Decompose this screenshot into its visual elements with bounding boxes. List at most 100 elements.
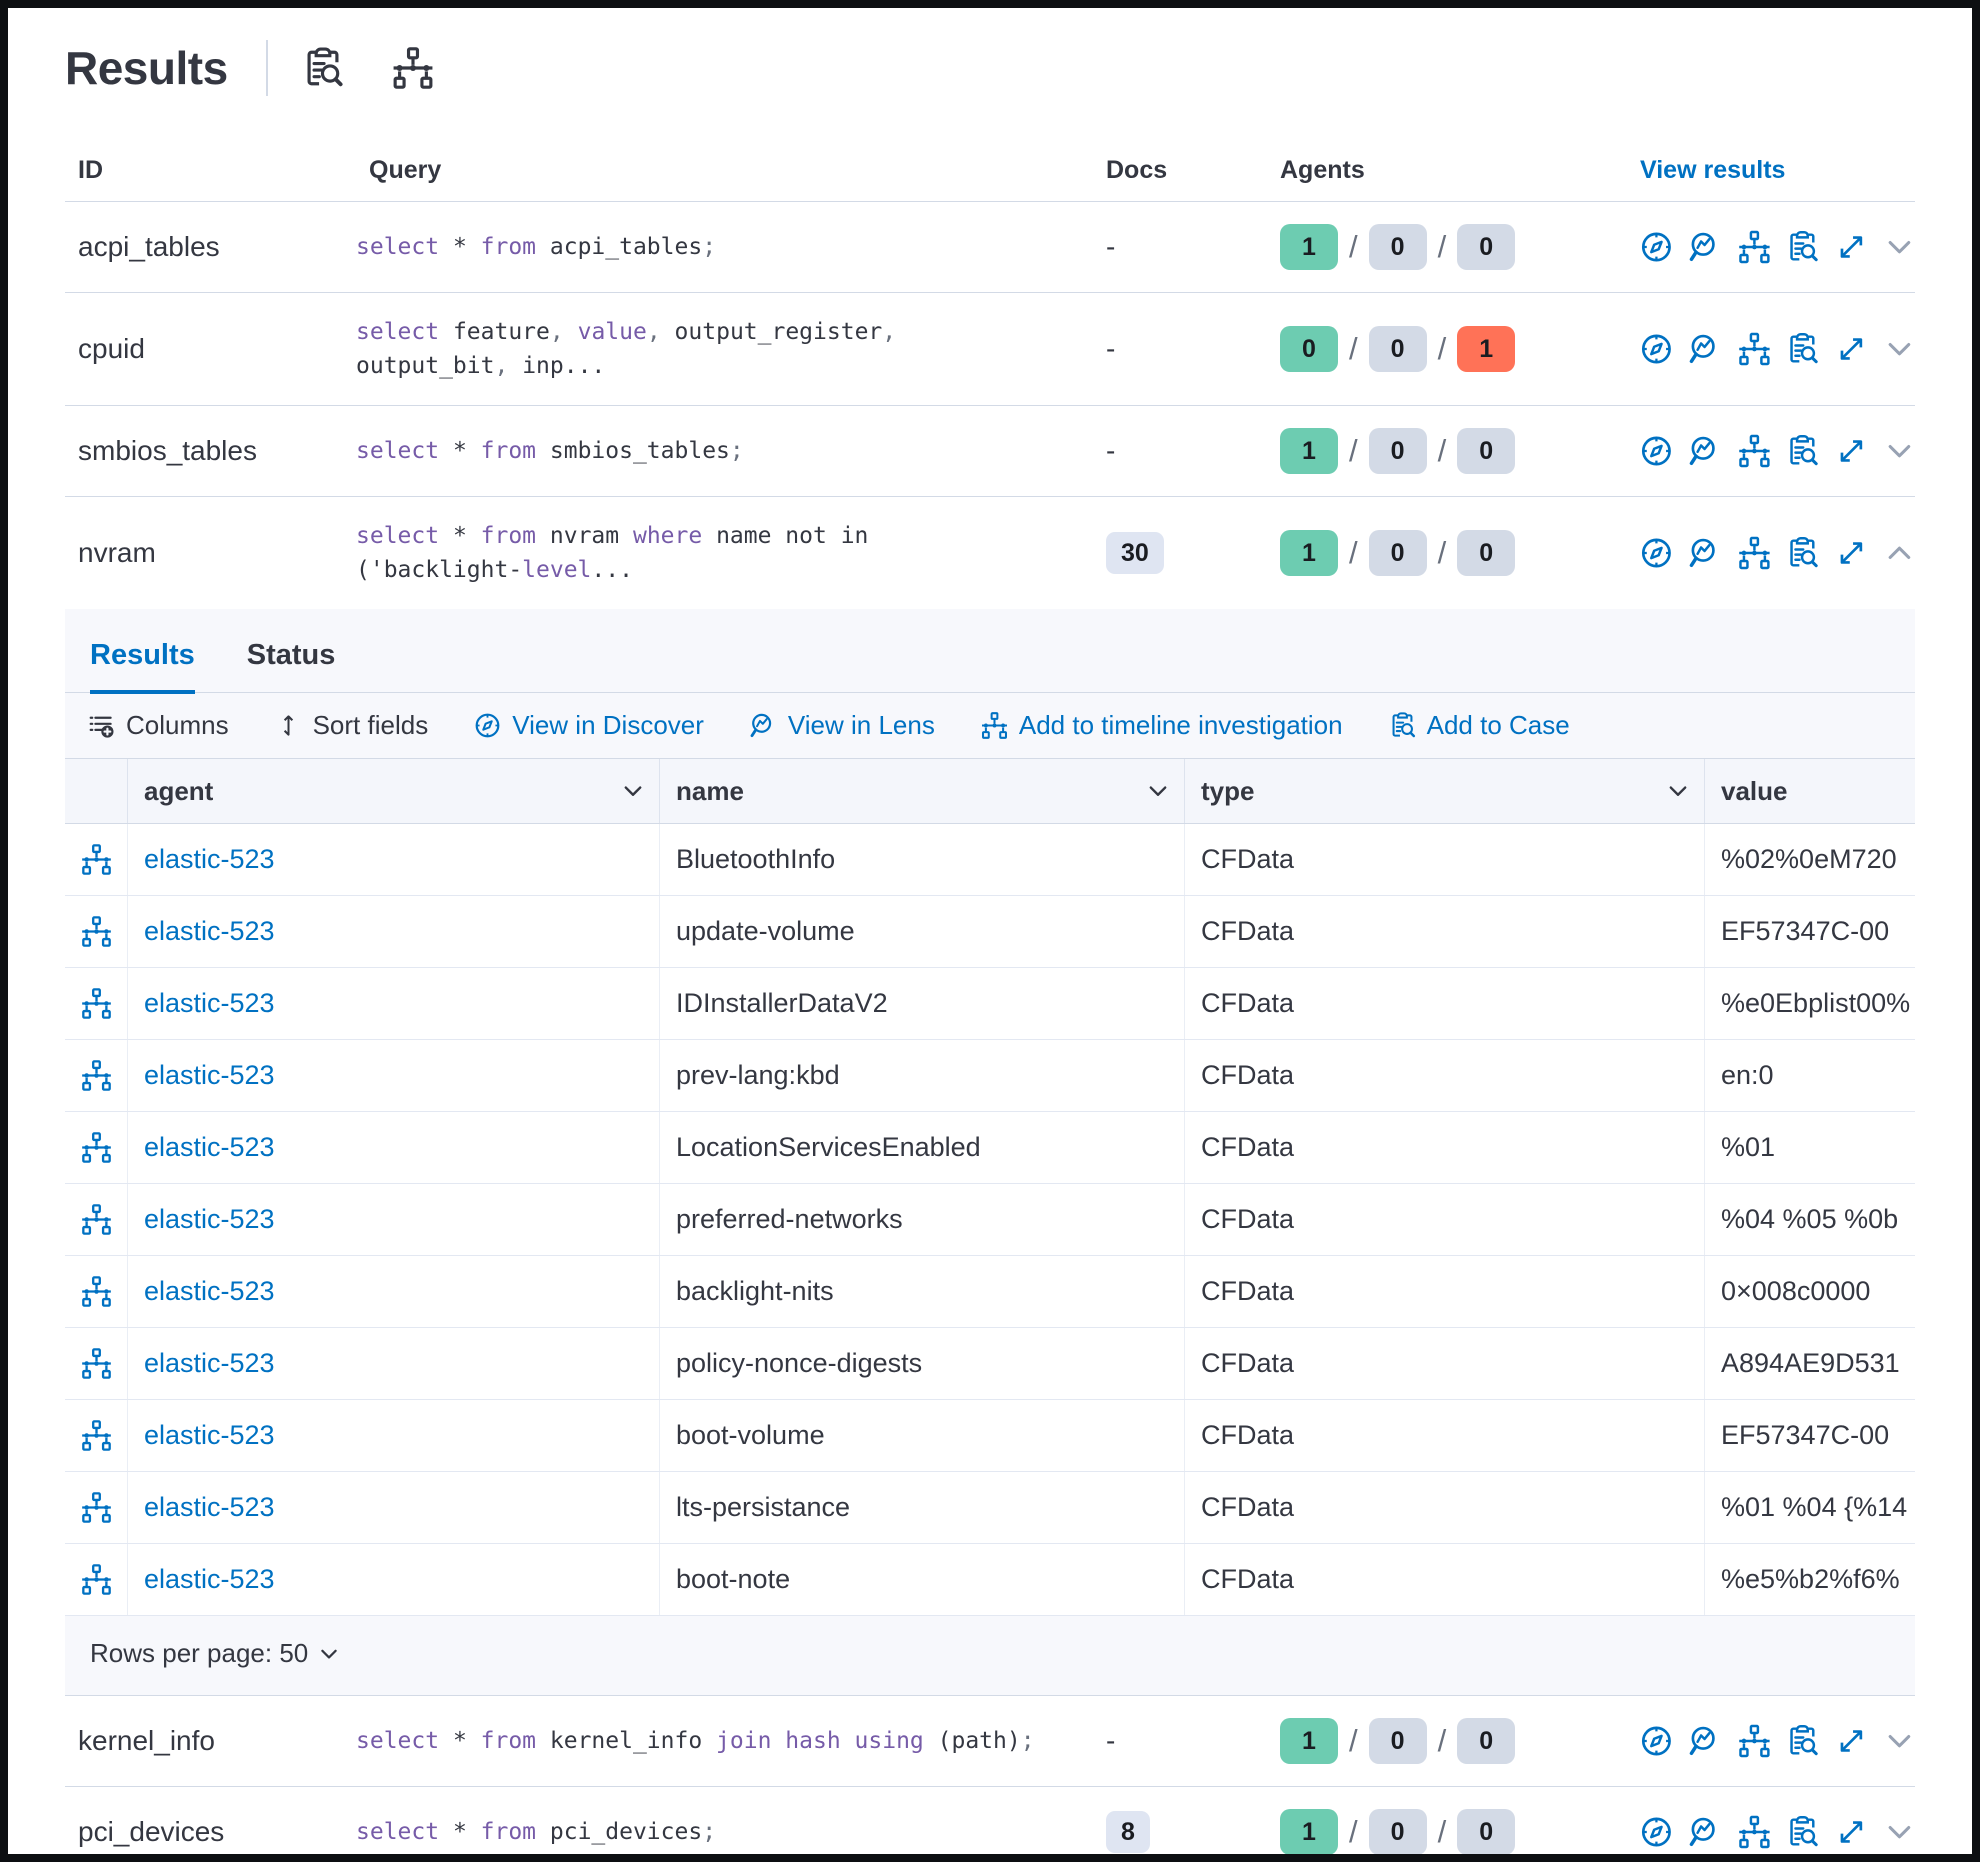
agent-link[interactable]: elastic-523 — [144, 1564, 275, 1595]
result-name: lts-persistance — [660, 1472, 1185, 1543]
row-toggle-chevron[interactable] — [1884, 1725, 1915, 1757]
agent-link[interactable]: elastic-523 — [144, 1132, 275, 1163]
badge-separator: / — [1438, 535, 1447, 571]
view-in-discover-icon[interactable] — [1640, 1815, 1673, 1849]
columns-button[interactable]: Columns — [88, 710, 229, 741]
inspect-icon[interactable] — [302, 47, 344, 89]
docs-empty: - — [1106, 1725, 1115, 1756]
agent-link[interactable]: elastic-523 — [144, 1204, 275, 1235]
expand-results-icon[interactable] — [1835, 1724, 1868, 1758]
expand-results-icon[interactable] — [1835, 230, 1868, 264]
add-to-timeline-cell[interactable] — [65, 824, 128, 895]
timeline-icon — [81, 1348, 112, 1379]
query-row-pci_devices: pci_devicesselect * from pci_devices;81/… — [65, 1787, 1915, 1862]
view-in-discover-icon[interactable] — [1640, 1724, 1673, 1758]
agent-link[interactable]: elastic-523 — [144, 1060, 275, 1091]
column-header-agents: Agents — [1274, 156, 1640, 185]
add-to-timeline-icon[interactable] — [1738, 536, 1771, 570]
agent-cell: elastic-523 — [128, 1112, 660, 1183]
view-in-discover-icon[interactable] — [1640, 536, 1673, 570]
view-in-lens-icon[interactable] — [1689, 1724, 1722, 1758]
add-to-timeline-cell[interactable] — [65, 1112, 128, 1183]
view-in-lens-button[interactable]: View in Lens — [750, 710, 935, 741]
page-title: Results — [65, 41, 228, 95]
add-to-timeline-cell[interactable] — [65, 896, 128, 967]
add-to-timeline-icon[interactable] — [1738, 1815, 1771, 1849]
view-in-lens-icon[interactable] — [1689, 1815, 1722, 1849]
view-in-lens-label: View in Lens — [788, 710, 935, 741]
tree-icon[interactable] — [392, 47, 434, 89]
add-to-timeline-cell[interactable] — [65, 1472, 128, 1543]
agents-pending-badge: 0 — [1369, 1809, 1427, 1855]
view-in-discover-icon[interactable] — [1640, 230, 1673, 264]
add-to-case-icon[interactable] — [1786, 434, 1819, 468]
sort-fields-button[interactable]: Sort fields — [275, 710, 429, 741]
grid-header-value[interactable]: value — [1705, 759, 1915, 823]
add-to-timeline-icon[interactable] — [1738, 1724, 1771, 1758]
expand-results-icon[interactable] — [1835, 1815, 1868, 1849]
row-toggle-chevron[interactable] — [1884, 435, 1915, 467]
grid-header-agent[interactable]: agent — [128, 759, 660, 823]
agent-link[interactable]: elastic-523 — [144, 1420, 275, 1451]
expand-results-icon[interactable] — [1835, 332, 1868, 366]
tab-status[interactable]: Status — [247, 639, 336, 692]
view-in-discover-icon[interactable] — [1640, 434, 1673, 468]
view-in-discover-button[interactable]: View in Discover — [474, 710, 704, 741]
view-in-lens-icon[interactable] — [1689, 230, 1722, 264]
name-header-label: name — [676, 776, 744, 807]
agent-link[interactable]: elastic-523 — [144, 988, 275, 1019]
row-toggle-chevron[interactable] — [1884, 1816, 1915, 1848]
agent-link[interactable]: elastic-523 — [144, 1276, 275, 1307]
timeline-icon — [81, 988, 112, 1019]
result-value: %e5%b2%f6% — [1705, 1544, 1915, 1615]
add-to-timeline-cell[interactable] — [65, 1544, 128, 1615]
add-to-case-button[interactable]: Add to Case — [1389, 710, 1570, 741]
result-row: elastic-523backlight-nitsCFData0×008c000… — [65, 1256, 1915, 1328]
badge-separator: / — [1438, 331, 1447, 367]
expand-results-icon[interactable] — [1835, 536, 1868, 570]
grid-header-name[interactable]: name — [660, 759, 1185, 823]
view-in-lens-icon[interactable] — [1689, 332, 1722, 366]
case-icon — [1389, 712, 1416, 739]
add-to-timeline-cell[interactable] — [65, 968, 128, 1039]
grid-header-type[interactable]: type — [1185, 759, 1705, 823]
add-to-timeline-cell[interactable] — [65, 1328, 128, 1399]
result-type: CFData — [1185, 1400, 1705, 1471]
add-to-case-icon[interactable] — [1786, 1724, 1819, 1758]
add-to-case-icon[interactable] — [1786, 332, 1819, 366]
timeline-icon — [81, 1492, 112, 1523]
add-to-timeline-cell[interactable] — [65, 1256, 128, 1327]
add-to-timeline-cell[interactable] — [65, 1184, 128, 1255]
result-type: CFData — [1185, 968, 1705, 1039]
row-toggle-chevron[interactable] — [1884, 537, 1915, 569]
rows-per-page[interactable]: Rows per page: 50 — [65, 1616, 1915, 1695]
add-to-timeline-cell[interactable] — [65, 1040, 128, 1111]
tab-results[interactable]: Results — [90, 639, 195, 694]
row-toggle-chevron[interactable] — [1884, 333, 1915, 365]
row-toggle-chevron[interactable] — [1884, 231, 1915, 263]
badge-separator: / — [1438, 1814, 1447, 1850]
add-to-timeline-icon[interactable] — [1738, 434, 1771, 468]
agent-link[interactable]: elastic-523 — [144, 844, 275, 875]
add-to-timeline-icon[interactable] — [1738, 230, 1771, 264]
docs-empty: - — [1106, 333, 1115, 364]
view-in-discover-icon[interactable] — [1640, 332, 1673, 366]
view-in-lens-icon[interactable] — [1689, 536, 1722, 570]
timeline-icon — [981, 712, 1008, 739]
result-type: CFData — [1185, 1328, 1705, 1399]
add-to-case-icon[interactable] — [1786, 536, 1819, 570]
grid-corner-cell — [65, 759, 128, 823]
add-to-timeline-cell[interactable] — [65, 1400, 128, 1471]
agent-link[interactable]: elastic-523 — [144, 1348, 275, 1379]
agent-link[interactable]: elastic-523 — [144, 916, 275, 947]
expand-results-icon[interactable] — [1835, 434, 1868, 468]
view-in-lens-icon[interactable] — [1689, 434, 1722, 468]
query-sql: select * from acpi_tables; — [356, 230, 1096, 264]
result-type: CFData — [1185, 1040, 1705, 1111]
add-to-timeline-button[interactable]: Add to timeline investigation — [981, 710, 1343, 741]
add-to-case-icon[interactable] — [1786, 230, 1819, 264]
agent-link[interactable]: elastic-523 — [144, 1492, 275, 1523]
add-to-timeline-icon[interactable] — [1738, 332, 1771, 366]
add-to-case-icon[interactable] — [1786, 1815, 1819, 1849]
timeline-icon — [81, 916, 112, 947]
